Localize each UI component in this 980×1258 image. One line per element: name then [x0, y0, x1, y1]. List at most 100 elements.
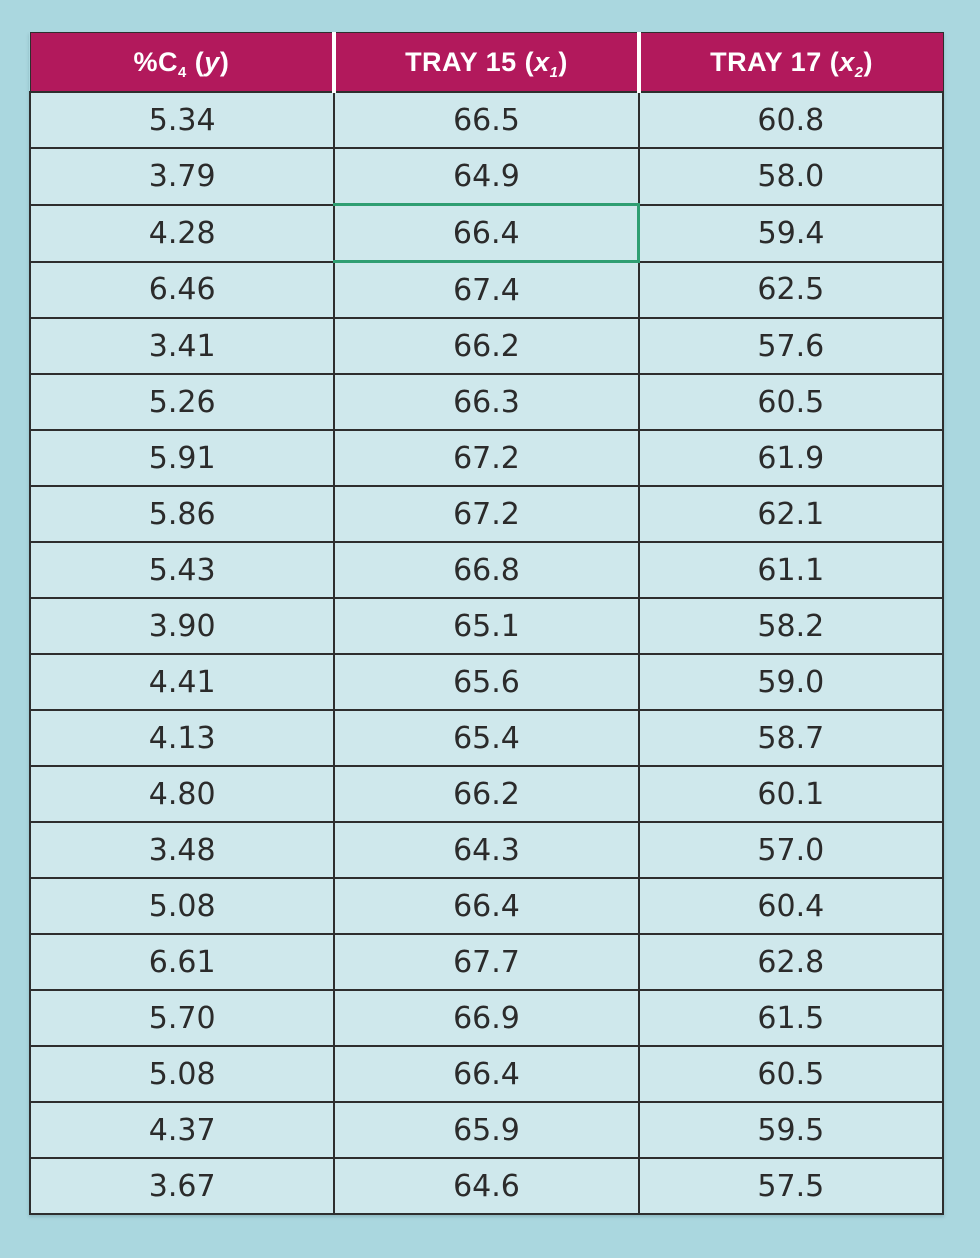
- table-cell: 5.26: [28, 373, 336, 431]
- table-cell: 57.6: [637, 317, 945, 375]
- table-row: 3.79 64.9 58.0: [28, 147, 945, 206]
- table-cell: 5.86: [28, 485, 336, 543]
- table-cell: 58.0: [637, 147, 945, 206]
- table-cell: 4.80: [28, 765, 336, 823]
- table-cell: 65.6: [333, 653, 640, 711]
- header-row: %C4 (y) TRAY 15 (x1) TRAY 17 (x2): [30, 32, 943, 92]
- header-text-part: %C: [133, 46, 179, 77]
- table-cell: 64.3: [333, 821, 640, 879]
- table-row: 5.43 66.8 61.1: [28, 541, 945, 599]
- table-cell: 62.1: [637, 485, 945, 543]
- table-cell: 66.2: [333, 765, 640, 823]
- table-cell: 4.13: [28, 709, 336, 767]
- table-cell: 58.7: [637, 709, 945, 767]
- table-cell: 67.7: [333, 933, 640, 991]
- table-cell: 59.0: [637, 653, 945, 711]
- header-text-part: ): [219, 46, 230, 77]
- table-cell: 67.2: [333, 485, 640, 543]
- table-cell: 67.4: [333, 260, 640, 319]
- table-cell: 59.4: [637, 203, 945, 263]
- table-cell: 59.5: [637, 1101, 945, 1159]
- table-row: 4.41 65.6 59.0: [28, 653, 945, 711]
- table-row: 3.48 64.3 57.0: [28, 821, 945, 879]
- table-cell: 6.46: [28, 260, 336, 319]
- table-cell: 3.79: [28, 147, 336, 206]
- table-row: 4.28 66.4 59.4: [28, 203, 945, 263]
- table-cell: 3.48: [28, 821, 336, 879]
- header-text-part: TRAY 15 (: [405, 46, 535, 77]
- table-cell: 5.34: [28, 91, 336, 149]
- header-text-part: 1: [549, 65, 559, 82]
- table-row: 5.34 66.5 60.8: [28, 91, 945, 149]
- table-cell: 62.5: [637, 260, 945, 319]
- data-table: %C4 (y) TRAY 15 (x1) TRAY 17 (x2) 5.34 66.5…: [28, 32, 945, 1215]
- header-text-part: (: [186, 46, 205, 77]
- table-cell: 3.90: [28, 597, 336, 655]
- table-cell: 65.9: [333, 1101, 640, 1159]
- table-cell: 5.08: [28, 1045, 336, 1103]
- table-cell: 4.37: [28, 1101, 336, 1159]
- table-cell: 61.1: [637, 541, 945, 599]
- table-cell: 5.08: [28, 877, 336, 935]
- table-cell: 57.0: [637, 821, 945, 879]
- table-cell: 57.5: [637, 1157, 945, 1215]
- table-cell: 65.1: [333, 597, 640, 655]
- table-cell: 60.8: [637, 91, 945, 149]
- table-row: 4.13 65.4 58.7: [28, 709, 945, 767]
- table-row: 5.70 66.9 61.5: [28, 989, 945, 1047]
- table-cell: 3.67: [28, 1157, 336, 1215]
- table-cell: 61.9: [637, 429, 945, 487]
- column-header-0: %C4 (y): [30, 32, 335, 92]
- table-row: 5.26 66.3 60.5: [28, 373, 945, 431]
- table-cell: 60.1: [637, 765, 945, 823]
- table-cell: 66.3: [333, 373, 640, 431]
- header-text-part: x: [839, 46, 855, 77]
- column-header-1: TRAY 15 (x1): [332, 32, 639, 92]
- table-cell: 4.28: [28, 203, 336, 263]
- header-text-part: ): [863, 46, 873, 77]
- table-cell: 66.4: [333, 877, 640, 935]
- table-row: 3.67 64.6 57.5: [28, 1157, 945, 1215]
- table-cell: 5.43: [28, 541, 336, 599]
- table-cell: 60.4: [637, 877, 945, 935]
- table-cell: 4.41: [28, 653, 336, 711]
- table-cell: 5.91: [28, 429, 336, 487]
- column-header-2: TRAY 17 (x2): [636, 32, 943, 92]
- table-row: 5.08 66.4 60.5: [28, 1045, 945, 1103]
- table-cell: 66.2: [333, 317, 640, 375]
- header-text-part: 4: [178, 65, 187, 82]
- table-cell: 60.5: [637, 1045, 945, 1103]
- table-cell: 64.9: [333, 147, 640, 206]
- header-text-part: TRAY 17 (: [710, 46, 840, 77]
- table-row: 4.37 65.9 59.5: [28, 1101, 945, 1159]
- table-cell: 61.5: [637, 989, 945, 1047]
- header-text-part: ): [558, 46, 568, 77]
- table-cell: 6.61: [28, 933, 336, 991]
- table-row: 6.61 67.7 62.8: [28, 933, 945, 991]
- table-row: 5.08 66.4 60.4: [28, 877, 945, 935]
- table-body: 5.34 66.5 60.8 3.79 64.9 58.0 4.28 66.4 59.4 6.46…: [28, 91, 945, 1215]
- table-row: 5.86 67.2 62.1: [28, 485, 945, 543]
- table-cell: 67.2: [333, 429, 640, 487]
- header-text-part: x: [534, 46, 550, 77]
- table-row: 3.41 66.2 57.6: [28, 317, 945, 375]
- highlighted-cell: 66.4: [333, 203, 641, 263]
- table-header: %C4 (y) TRAY 15 (x1) TRAY 17 (x2): [30, 32, 943, 92]
- data-table-container: %C4 (y) TRAY 15 (x1) TRAY 17 (x2) 5.34 66.5…: [28, 32, 945, 1215]
- table-cell: 66.5: [333, 91, 640, 149]
- table-row: 5.91 67.2 61.9: [28, 429, 945, 487]
- table-cell: 64.6: [333, 1157, 640, 1215]
- table-cell: 66.9: [333, 989, 640, 1047]
- header-text-part: y: [204, 46, 220, 77]
- table-cell: 3.41: [28, 317, 336, 375]
- table-cell: 62.8: [637, 933, 945, 991]
- table-row: 6.46 67.4 62.5: [28, 260, 945, 319]
- table-cell: 5.70: [28, 989, 336, 1047]
- table-cell: 58.2: [637, 597, 945, 655]
- table-cell: 66.4: [333, 1045, 640, 1103]
- header-text-part: 2: [854, 65, 864, 82]
- table-row: 4.80 66.2 60.1: [28, 765, 945, 823]
- table-row: 3.90 65.1 58.2: [28, 597, 945, 655]
- table-cell: 60.5: [637, 373, 945, 431]
- table-cell: 66.8: [333, 541, 640, 599]
